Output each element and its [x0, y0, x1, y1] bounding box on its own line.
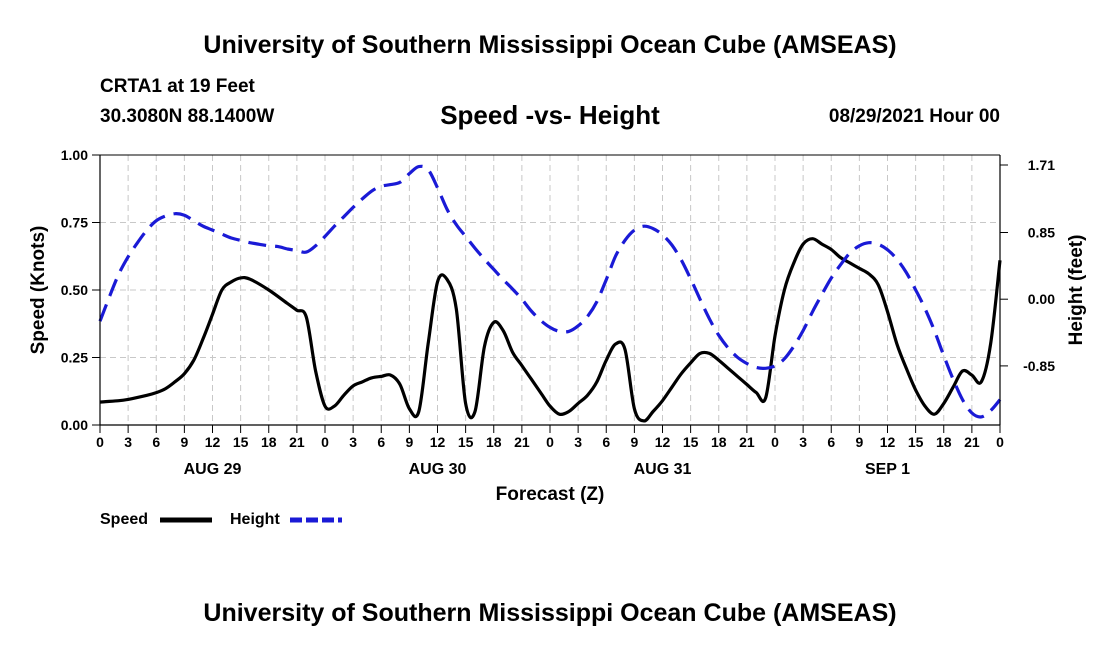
y-tick-label: 0.25: [61, 350, 88, 366]
chart-title: Speed -vs- Height: [440, 100, 660, 130]
x-axis-title: Forecast (Z): [496, 484, 605, 505]
station-coordinates: 30.3080N 88.1400W: [100, 106, 275, 127]
x-tick-label: 6: [602, 434, 610, 450]
y-tick-label: 0.00: [61, 417, 88, 433]
x-tick-label: 12: [430, 434, 446, 450]
x-tick-label: 6: [377, 434, 385, 450]
chart-labels: 0.00 0.25 0.50 0.75 1.00 -0.85 0.00 0.85 1.71 0 3 6…: [28, 147, 1087, 505]
x-tick-label: 3: [574, 434, 582, 450]
x-tick-label: 3: [799, 434, 807, 450]
y2-axis-title: Height (feet): [1066, 235, 1087, 346]
x-tick-label: 6: [152, 434, 160, 450]
grid-lines: [99, 154, 1001, 426]
legend-speed-label: Speed: [100, 511, 148, 528]
day-label: SEP 1: [865, 461, 910, 478]
x-tick-label: 9: [630, 434, 638, 450]
y2-tick-label: 0.00: [1028, 291, 1055, 307]
x-tick-label: 15: [458, 434, 474, 450]
y2-tick-label: -0.85: [1023, 358, 1055, 374]
x-tick-label: 6: [827, 434, 835, 450]
day-label: AUG 29: [184, 461, 242, 478]
day-label: AUG 31: [634, 461, 692, 478]
x-tick-label: 3: [124, 434, 132, 450]
x-tick-label: 21: [514, 434, 530, 450]
x-tick-label: 0: [321, 434, 329, 450]
x-tick-label: 18: [711, 434, 727, 450]
y2-tick-label: 0.85: [1028, 224, 1055, 240]
chart-axes: [92, 154, 1008, 433]
main-title: University of Southern Mississippi Ocean…: [203, 31, 897, 59]
x-tick-label: 18: [486, 434, 502, 450]
x-tick-label: 9: [180, 434, 188, 450]
x-tick-label: 3: [349, 434, 357, 450]
x-tick-label: 21: [739, 434, 755, 450]
x-tick-label: 21: [289, 434, 305, 450]
station-label: CRTA1 at 19 Feet: [100, 76, 255, 97]
x-tick-label: 0: [546, 434, 554, 450]
footer-title: University of Southern Mississippi Ocean…: [203, 599, 897, 627]
legend-height-label: Height: [230, 511, 280, 528]
x-tick-label: 18: [261, 434, 277, 450]
x-tick-label: 15: [908, 434, 924, 450]
x-tick-label: 0: [96, 434, 104, 450]
x-tick-label: 0: [996, 434, 1004, 450]
height-series-line: [98, 164, 1002, 419]
x-tick-label: 9: [855, 434, 863, 450]
forecast-datetime: 08/29/2021 Hour 00: [828, 106, 1000, 127]
chart-legend: Speed Height: [100, 511, 342, 528]
x-tick-label: 12: [655, 434, 671, 450]
speed-series-line: [99, 237, 1002, 423]
x-tick-label: 12: [205, 434, 221, 450]
day-label: AUG 30: [409, 461, 467, 478]
x-tick-label: 18: [936, 434, 952, 450]
series-lines: [98, 164, 1002, 423]
y-tick-label: 1.00: [61, 147, 88, 163]
x-tick-label: 12: [880, 434, 896, 450]
y-axis-title: Speed (Knots): [28, 226, 49, 355]
y-tick-label: 0.50: [61, 282, 88, 298]
x-tick-label: 9: [405, 434, 413, 450]
y2-tick-label: 1.71: [1028, 157, 1055, 173]
x-tick-label: 15: [683, 434, 699, 450]
y-tick-label: 0.75: [61, 215, 88, 231]
x-tick-label: 21: [964, 434, 980, 450]
x-tick-label: 15: [233, 434, 249, 450]
x-tick-label: 0: [771, 434, 779, 450]
